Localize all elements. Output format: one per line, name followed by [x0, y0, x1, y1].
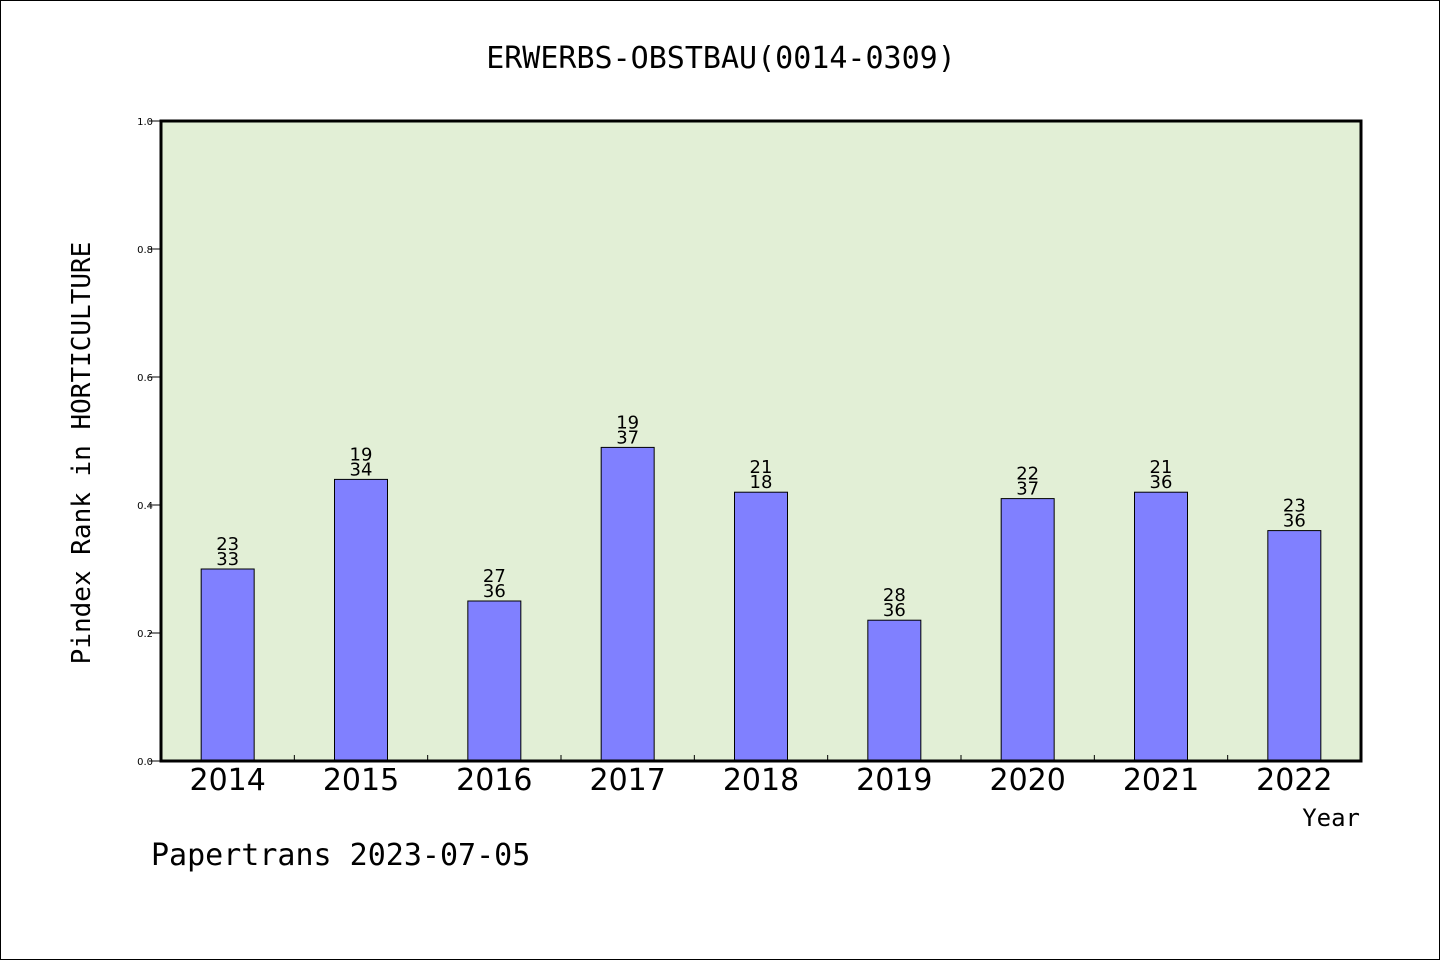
chart-title: ERWERBS-OBSTBAU(0014-0309)	[486, 41, 956, 76]
footer-text: Papertrans 2023-07-05	[151, 838, 530, 873]
x-tick-label: 2018	[723, 763, 799, 798]
bar	[1000, 498, 1055, 762]
x-tick-label: 2022	[1256, 763, 1332, 798]
x-tick-label: 2016	[456, 763, 532, 798]
bar-label-top: 21	[750, 457, 773, 478]
bar-label-bottom: 36	[483, 581, 506, 602]
bars	[200, 446, 1322, 762]
x-tick-label: 2017	[589, 763, 665, 798]
bar-label-top: 21	[1150, 457, 1173, 478]
bar-label-top: 19	[350, 444, 373, 465]
bar	[334, 478, 388, 762]
bar-label-bottom: 33	[216, 549, 239, 570]
bar-label-bottom: 18	[750, 472, 773, 493]
y-tick-label: 0.0	[137, 757, 153, 768]
bar	[200, 568, 255, 762]
bar	[867, 619, 922, 762]
y-tick-label: 1.0	[137, 117, 153, 128]
bar	[1134, 491, 1188, 762]
x-axis-label: Year	[1302, 804, 1360, 832]
bar-label-bottom: 37	[1016, 479, 1039, 500]
bar-label-top: 22	[1016, 464, 1039, 485]
bar-label-bottom: 36	[883, 600, 906, 621]
y-axis-label: Pindex Rank in HORTICULTURE	[67, 242, 97, 665]
bar-label-top: 19	[616, 412, 639, 433]
bar-label-top: 28	[883, 585, 906, 606]
bar	[600, 446, 655, 762]
x-tick-label: 2015	[323, 763, 399, 798]
y-tick-label: 0.6	[137, 373, 153, 384]
x-tick-label: 2020	[989, 763, 1065, 798]
bar-label-top: 23	[1283, 496, 1306, 517]
bar-label-bottom: 36	[1283, 511, 1306, 532]
y-tick-label: 0.2	[137, 629, 153, 640]
bar	[734, 491, 788, 762]
bar-label-bottom: 37	[616, 427, 639, 448]
bar	[1267, 530, 1322, 762]
x-tick-label: 2019	[856, 763, 932, 798]
bar-label-bottom: 34	[350, 459, 373, 480]
y-tick-label: 0.8	[137, 245, 153, 256]
bar-label-bottom: 36	[1150, 472, 1173, 493]
x-tick-label: 2021	[1123, 763, 1199, 798]
bar-label-top: 23	[216, 534, 239, 555]
x-axis: 2014 2015 2016 2017 2018 2019 2020 2021 2022	[189, 755, 1333, 798]
plot-border	[159, 119, 1363, 763]
bar	[467, 600, 522, 762]
x-tick-label: 2014	[189, 763, 265, 798]
y-axis: 0.0 0.2 0.4 0.6 0.8 1.0	[137, 117, 161, 768]
y-tick-label: 0.4	[137, 501, 153, 512]
bar-label-top: 27	[483, 566, 506, 587]
